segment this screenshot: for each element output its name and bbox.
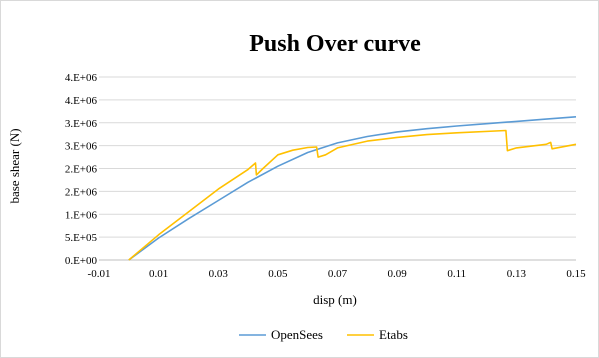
x-tick-label: 0.05: [268, 268, 288, 280]
legend-label-opensees: OpenSees: [271, 327, 323, 342]
chart-title: Push Over curve: [249, 31, 421, 57]
grid-lines: [99, 76, 576, 238]
x-tick-label: 0.15: [566, 268, 586, 280]
y-tick-label: 4.E+06: [65, 95, 98, 107]
x-tick-label: -0.01: [88, 268, 111, 280]
x-tick-label: 0.01: [149, 268, 168, 280]
y-tick-label: 3.E+06: [65, 141, 98, 153]
legend: OpenSees Etabs: [239, 327, 408, 342]
y-tick-label: 5.E+05: [65, 232, 98, 244]
y-tick-label: 1.E+06: [65, 209, 98, 221]
series-lines: [128, 116, 577, 261]
y-tick-label: 2.E+06: [65, 164, 98, 176]
x-tick-label: 0.03: [209, 268, 229, 280]
y-tick-labels: 0.E+00 5.E+05 1.E+06 2.E+06 2.E+06 3.E+06 3.E+…: [65, 72, 98, 267]
x-tick-label: 0.11: [447, 268, 466, 280]
x-tick-label: 0.13: [507, 268, 527, 280]
x-tick-labels: -0.01 0.01 0.03 0.05 0.07 0.09 0.11 0.13 0.15: [88, 268, 587, 280]
legend-label-etabs: Etabs: [379, 327, 408, 342]
series-line-etabs: [128, 129, 577, 261]
x-axis-label: disp (m): [313, 292, 357, 307]
x-tick-label: 0.07: [328, 268, 348, 280]
y-tick-label: 2.E+06: [65, 186, 98, 198]
y-tick-label: 3.E+06: [65, 118, 98, 130]
series-line-opensees: [128, 116, 577, 261]
y-tick-label: 4.E+06: [65, 72, 98, 84]
y-axis-label: base shear (N): [7, 128, 22, 203]
x-tick-label: 0.09: [388, 268, 408, 280]
y-tick-label: 0.E+00: [65, 255, 98, 267]
